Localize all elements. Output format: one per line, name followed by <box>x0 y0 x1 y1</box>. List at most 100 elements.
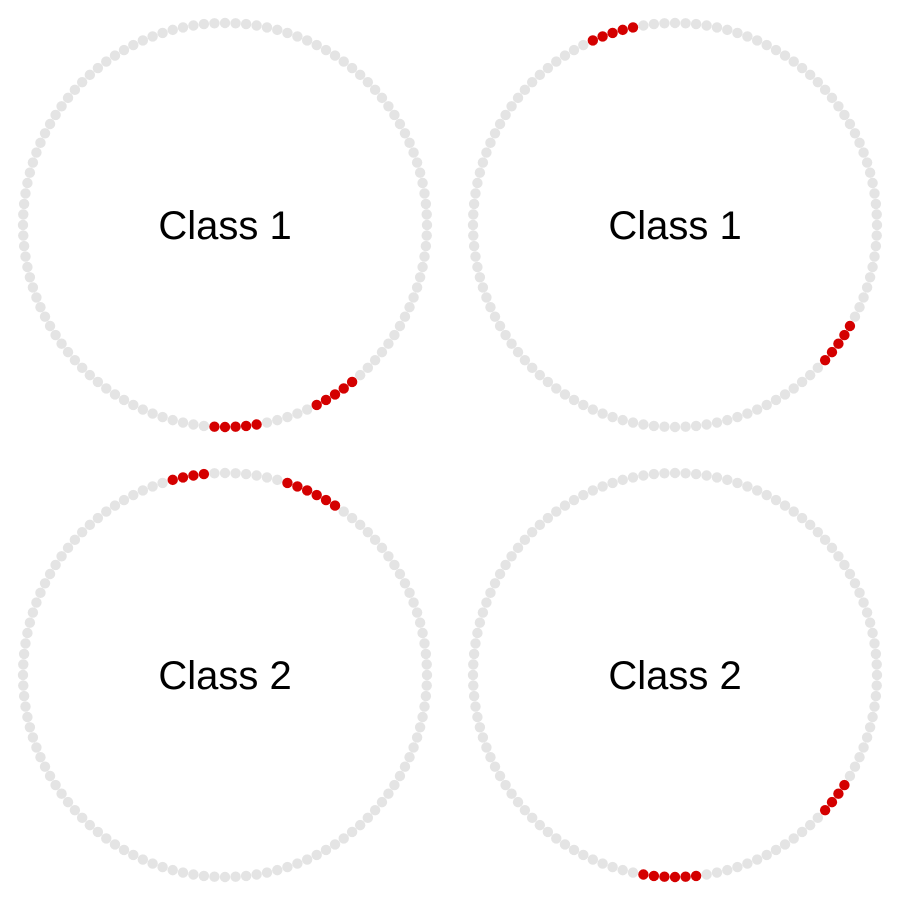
ring-dot <box>770 844 782 856</box>
ring-dot <box>128 849 139 861</box>
ring-dot <box>494 118 506 130</box>
ring-dot <box>18 690 30 702</box>
ring-dot <box>812 526 824 538</box>
ring-dot <box>854 137 865 149</box>
ring-dot <box>18 230 29 241</box>
ring-dot <box>568 394 580 406</box>
ring-dot <box>147 31 158 42</box>
ring-dot <box>31 597 42 608</box>
ring-dot <box>796 376 808 388</box>
highlighted-dot <box>844 320 856 332</box>
ring-dot <box>597 481 608 492</box>
ring-dot <box>31 292 42 303</box>
ring-dot <box>711 472 723 483</box>
ring-dot <box>485 301 496 313</box>
ring-dot <box>411 732 423 743</box>
ring-dot <box>56 101 67 112</box>
ring-dot <box>369 534 381 546</box>
ring-dot <box>500 559 511 571</box>
ring-dot <box>779 389 791 400</box>
ring-dot <box>414 167 426 178</box>
ring-dot <box>417 711 428 723</box>
ring-dot <box>404 301 415 313</box>
ring-dot <box>417 177 428 189</box>
ring-dot <box>301 404 313 415</box>
ring-dot <box>44 320 56 332</box>
ring-dot <box>711 867 723 878</box>
ring-dot <box>551 833 562 844</box>
ring-dot <box>92 826 104 838</box>
ring-dot <box>69 534 81 546</box>
ring-dot <box>519 804 531 816</box>
ring-dot <box>35 751 46 763</box>
ring-dot <box>198 870 210 882</box>
ring-dot <box>118 844 130 856</box>
ring-dot <box>742 408 753 419</box>
ring-dot <box>871 669 883 681</box>
ring-dot <box>481 597 492 608</box>
ring-dot <box>512 542 524 554</box>
ring-dot <box>844 568 856 580</box>
ring-dot <box>869 638 880 649</box>
ring-dot <box>867 627 878 639</box>
ring-dot <box>858 742 869 753</box>
ring-dot <box>659 468 670 479</box>
ring-dot <box>470 701 481 712</box>
ring-dot <box>858 292 869 303</box>
ring-dot <box>701 20 712 31</box>
ring-dot <box>420 648 432 660</box>
ring-dot <box>420 690 432 702</box>
ring-dot <box>209 468 220 479</box>
ring-dot <box>84 819 96 831</box>
ring-dot <box>394 118 406 130</box>
ring-dot <box>188 20 199 31</box>
ring-dot <box>864 722 876 733</box>
highlighted-dot <box>311 399 322 411</box>
ring-dot <box>292 408 303 419</box>
ring-dot <box>587 854 599 865</box>
ring-dot <box>62 542 74 554</box>
ring-dot <box>354 819 366 831</box>
ring-dot <box>534 819 546 831</box>
ring-dot <box>109 500 121 511</box>
ring-dot <box>362 812 374 824</box>
ring-dot <box>485 137 496 149</box>
ring-dot <box>701 869 712 880</box>
panel-label: Class 1 <box>158 204 291 248</box>
ring-dot <box>27 732 39 743</box>
ring-dot <box>474 167 486 178</box>
ring-dots <box>467 17 883 433</box>
ring-dot <box>394 320 406 332</box>
ring-dot <box>240 18 252 30</box>
highlighted-dot <box>826 346 838 358</box>
ring-dot <box>27 157 39 168</box>
ring-dot <box>788 506 799 517</box>
ring-dot <box>680 421 691 432</box>
highlighted-dot <box>346 376 358 388</box>
ring-dot <box>701 419 712 430</box>
ring-dot <box>722 864 733 876</box>
ring-dot <box>761 489 772 501</box>
highlighted-dot <box>338 383 349 394</box>
ring-dot <box>419 188 430 199</box>
ring-dot <box>489 578 501 589</box>
highlighted-dot <box>329 500 341 511</box>
ring-dot <box>128 489 139 501</box>
ring-dot <box>638 419 649 430</box>
ring-dot <box>627 867 639 878</box>
highlighted-dot <box>638 869 649 880</box>
ring-dot <box>56 338 67 349</box>
highlighted-dot <box>826 796 838 808</box>
ring-dot <box>833 551 844 562</box>
ring-dot <box>18 659 29 670</box>
panel-top-left: Class 1 <box>17 17 433 433</box>
ring-dot <box>399 311 411 322</box>
ring-dot <box>854 301 865 313</box>
highlighted-dot <box>219 421 231 433</box>
highlighted-dot <box>819 804 831 816</box>
ring-dot <box>779 500 791 511</box>
ring-dot <box>494 320 506 332</box>
ring-dot <box>788 56 799 67</box>
ring-dot <box>701 470 712 481</box>
ring-dot <box>858 597 869 608</box>
